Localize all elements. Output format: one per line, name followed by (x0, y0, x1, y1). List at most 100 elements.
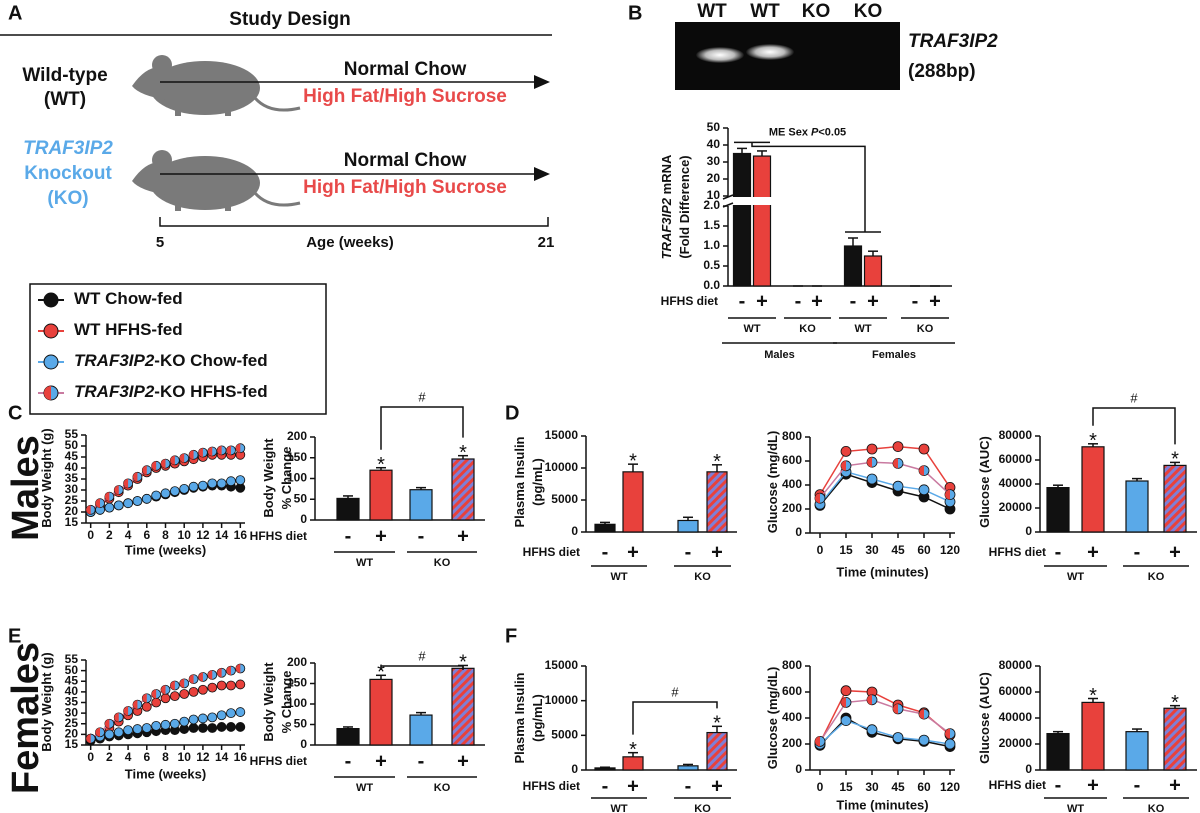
bracket-label: # (1130, 390, 1138, 405)
marker (226, 476, 236, 487)
y-tick-label: 200 (782, 736, 802, 750)
marker (918, 484, 930, 496)
axis-break (722, 197, 776, 205)
x-tick-label: 30 (865, 543, 879, 557)
mouse-icon (130, 148, 302, 213)
diet-label: HFHS diet (523, 545, 580, 559)
y-axis-label: Glucose (AUC) (977, 672, 992, 764)
diet-label: HFHS diet (250, 754, 307, 768)
marker (113, 500, 124, 511)
x-tick-label: 15 (839, 780, 853, 794)
group-label: KO (694, 803, 711, 813)
y-axis-label: (pg/mL) (530, 694, 545, 742)
x-tick-label: 4 (125, 750, 132, 764)
marker-half (170, 455, 175, 465)
break-mark (722, 202, 734, 208)
marker (216, 478, 227, 489)
y-axis-text: Glucose (AUC) (977, 436, 992, 528)
marker (151, 697, 162, 708)
bar (706, 731, 728, 771)
marker (188, 481, 199, 492)
x-axis-label: Time (weeks) (125, 542, 206, 557)
significance-star: * (629, 739, 637, 761)
y-axis-text: Body Weight (261, 438, 276, 518)
diet-sign: - (602, 541, 609, 563)
x-tick-label: 15 (839, 543, 853, 557)
legend-name: WT HFHS-fed (74, 320, 183, 339)
y-tick-label: 50 (65, 438, 79, 452)
bar (451, 458, 475, 521)
marker-half (123, 478, 129, 488)
marker (207, 478, 218, 489)
diet-sign: + (457, 525, 469, 547)
marker (235, 475, 246, 486)
y-axis-label: (pg/mL) (530, 458, 545, 506)
significance-star: * (377, 454, 385, 476)
gel-band (696, 47, 744, 63)
lane-label: KO (802, 1, 831, 22)
x-tick-label: 30 (865, 780, 879, 794)
y-axis-text: Glucose (mg/dL) (765, 431, 780, 534)
bar (863, 255, 883, 287)
marker-half (132, 472, 138, 482)
y-tick-label: 800 (782, 658, 802, 672)
marker (207, 682, 218, 693)
legend-label: TRAF3IP2-KO Chow-fed (74, 351, 268, 370)
y-tick-label: 40000 (999, 476, 1033, 490)
series-line (819, 699, 951, 742)
y-tick-label: 15 (65, 515, 79, 529)
diet-sign: - (1134, 541, 1141, 563)
y-tick-label: 15000 (545, 658, 579, 672)
marker (160, 693, 171, 704)
group-label: WT (356, 782, 373, 794)
y-tick-label: 200 (782, 501, 802, 515)
y-axis-text: Glucose (mg/dL) (765, 667, 780, 770)
diet-label: HFHS diet (989, 778, 1046, 792)
marker (179, 689, 190, 699)
y-tick-label: 15 (65, 737, 79, 751)
marker (188, 686, 199, 697)
size-label: (288bp) (908, 61, 976, 82)
age-axis (159, 217, 549, 227)
marker-half (207, 670, 213, 680)
marker-half (919, 709, 924, 720)
y-tick-label: 50 (65, 663, 79, 677)
marker (160, 488, 171, 499)
x-axis-label: Time (minutes) (836, 797, 928, 812)
marker-half (179, 453, 185, 463)
mouse-icon (130, 53, 302, 118)
marker-half (815, 493, 820, 504)
marker (169, 691, 180, 702)
diet-sign: + (1087, 774, 1099, 796)
lane-label: WT (697, 1, 727, 22)
diet-sign: - (345, 750, 352, 772)
group-label: WT (356, 557, 373, 569)
age-tick: 5 (156, 234, 164, 251)
y-tick-label: 25 (65, 493, 79, 507)
group-label: TRAF3IP2 (23, 138, 113, 159)
bracket-label: # (418, 648, 426, 663)
marker (226, 680, 236, 691)
bar (1081, 446, 1105, 533)
y-axis-text: (pg/mL) (530, 694, 545, 742)
marker-half (95, 727, 101, 737)
series-line (819, 461, 951, 499)
diet-label: HFHS diet (989, 545, 1046, 559)
x-tick-label: 14 (215, 528, 229, 542)
y-tick-label: 60000 (999, 452, 1033, 466)
lane-label: WT (750, 1, 780, 22)
significance-star: * (713, 451, 721, 473)
legend-marker (43, 323, 59, 339)
significance-star: * (459, 442, 467, 464)
panel-label: D (505, 402, 519, 424)
y-axis-text: Plasma Insulin (512, 436, 527, 527)
bracket (632, 701, 718, 735)
y-tick-label: 45 (65, 449, 79, 463)
marker (216, 680, 227, 691)
panel-label: A (8, 2, 22, 24)
panel-label: C (8, 402, 22, 424)
bracket-label: # (671, 684, 679, 699)
age-label: Age (weeks) (306, 234, 394, 251)
marker-half (123, 706, 129, 716)
y-tick-label: 800 (782, 429, 802, 443)
